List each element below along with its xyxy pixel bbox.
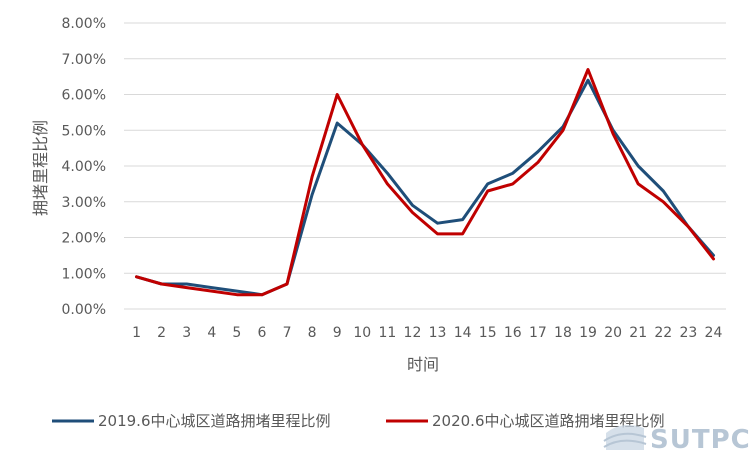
y-axis-ticks: 0.00% 1.00% 2.00% 3.00% 4.00% 5.00% 6.00% 7.00%… (62, 16, 106, 318)
x-tick-label: 11 (378, 325, 396, 341)
sutpc-watermark: SUTPC (603, 424, 751, 455)
series-lines (135, 68, 715, 297)
x-tick-label: 15 (479, 325, 497, 341)
x-tick-label: 17 (529, 325, 547, 341)
x-tick-label: 16 (504, 325, 522, 341)
gridlines (124, 22, 726, 274)
legend: 2019.6中心城区道路拥堵里程比例 2020.6中心城区道路拥堵里程比例 (52, 412, 665, 430)
x-tick-label: 20 (604, 325, 622, 341)
y-tick-label: 7.00% (62, 52, 106, 68)
x-tick-label: 2 (157, 325, 166, 341)
y-tick-label: 4.00% (62, 159, 106, 175)
x-tick-label: 4 (207, 325, 216, 341)
watermark-text: SUTPC (650, 425, 751, 452)
x-tick-label: 8 (308, 325, 317, 341)
x-tick-label: 22 (654, 325, 672, 341)
x-tick-label: 18 (554, 325, 572, 341)
y-tick-label: 1.00% (62, 266, 106, 282)
x-tick-label: 7 (283, 325, 292, 341)
x-tick-label: 5 (232, 325, 241, 341)
y-tick-label: 5.00% (62, 123, 106, 139)
sutpc-logo-icon (603, 424, 647, 450)
y-axis-title: 拥堵里程比例 (31, 120, 50, 216)
x-axis-title: 时间 (407, 355, 439, 374)
x-tick-label: 24 (705, 325, 723, 341)
y-tick-label: 6.00% (62, 88, 106, 104)
x-tick-label: 10 (353, 325, 371, 341)
x-tick-label: 1 (132, 325, 141, 341)
legend-label-2020: 2020.6中心城区道路拥堵里程比例 (432, 412, 665, 430)
y-tick-label: 3.00% (62, 195, 106, 211)
y-tick-label: 8.00% (62, 16, 106, 32)
x-tick-label: 23 (679, 325, 697, 341)
x-tick-label: 3 (182, 325, 191, 341)
series-line-2019 (135, 78, 715, 297)
x-axis-ticks: 1 2 3 4 5 6 7 8 9 10 11 12 13 14 15 16 17 18 19 20 21 22 23 24 (132, 325, 722, 341)
series-line-2020 (135, 68, 715, 297)
x-tick-label: 6 (257, 325, 266, 341)
x-tick-label: 9 (333, 325, 342, 341)
y-tick-label: 2.00% (62, 231, 106, 247)
x-tick-label: 21 (629, 325, 647, 341)
x-tick-label: 13 (429, 325, 447, 341)
x-tick-label: 12 (404, 325, 422, 341)
legend-label-2019: 2019.6中心城区道路拥堵里程比例 (98, 412, 331, 430)
x-tick-label: 19 (579, 325, 597, 341)
y-tick-label: 0.00% (62, 302, 106, 318)
x-tick-label: 14 (454, 325, 472, 341)
